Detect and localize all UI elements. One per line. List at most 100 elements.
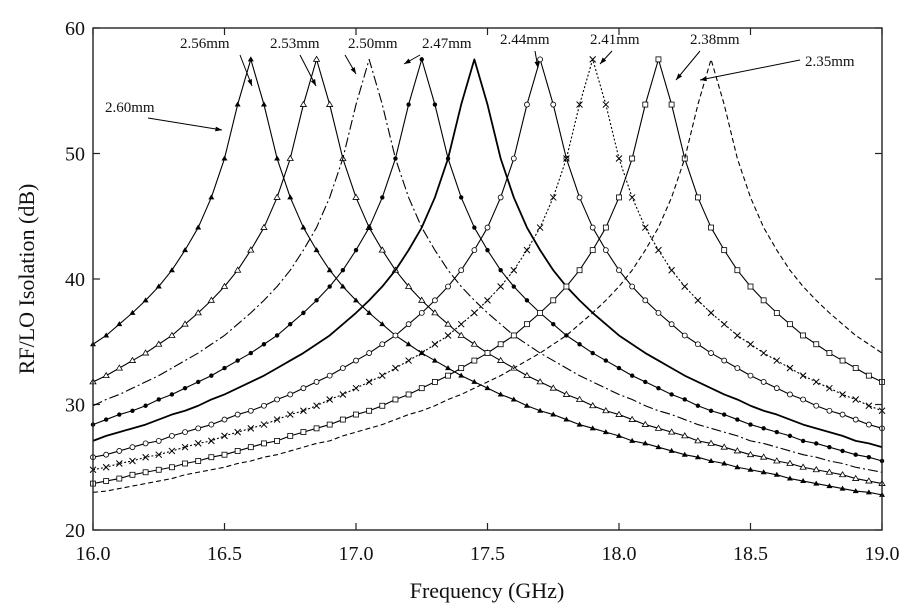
marker [630, 156, 635, 161]
marker [617, 268, 622, 273]
series-label: 2.47mm [422, 36, 472, 52]
marker [538, 310, 543, 315]
marker [617, 195, 622, 200]
marker [840, 358, 845, 363]
marker [591, 351, 595, 355]
marker [512, 284, 516, 288]
marker [498, 268, 502, 272]
marker [156, 438, 161, 443]
series-label: 2.38mm [690, 32, 740, 48]
marker [354, 248, 358, 252]
marker [603, 225, 608, 230]
marker [459, 195, 463, 199]
marker [827, 408, 832, 413]
marker [432, 298, 437, 303]
marker [551, 298, 556, 303]
marker [748, 373, 753, 378]
marker [682, 333, 687, 338]
marker [775, 430, 779, 434]
marker [577, 342, 581, 346]
marker [511, 156, 516, 161]
marker [380, 195, 384, 199]
marker [354, 358, 359, 363]
marker [419, 310, 424, 315]
marker [801, 439, 805, 443]
marker [498, 195, 503, 200]
marker [748, 422, 752, 426]
marker [538, 57, 543, 62]
marker [196, 458, 201, 463]
marker [525, 298, 529, 302]
marker [130, 445, 135, 450]
marker [801, 333, 806, 338]
marker [787, 392, 792, 397]
y-tick-label: 30 [65, 395, 85, 417]
marker [617, 366, 621, 370]
marker [157, 397, 161, 401]
marker [117, 476, 122, 481]
marker [380, 403, 385, 408]
x-tick-label: 19.0 [865, 543, 900, 565]
marker [551, 102, 556, 107]
marker [261, 403, 266, 408]
marker [748, 284, 753, 289]
series-label: 2.41mm [590, 32, 640, 48]
marker [288, 433, 293, 438]
marker [669, 102, 674, 107]
marker [604, 358, 608, 362]
marker [288, 322, 292, 326]
marker [393, 333, 398, 338]
marker [551, 322, 555, 326]
marker [301, 430, 306, 435]
marker [485, 351, 490, 356]
marker [209, 373, 213, 377]
x-tick-label: 16.0 [76, 543, 111, 565]
marker [446, 373, 451, 378]
y-axis-title: RF/LO Isolation (dB) [14, 184, 39, 375]
series-label: 2.53mm [270, 36, 320, 52]
marker [248, 408, 253, 413]
marker [222, 417, 227, 422]
marker [419, 386, 424, 391]
marker [235, 448, 240, 453]
marker [196, 426, 201, 431]
marker [314, 426, 319, 431]
marker [104, 452, 109, 457]
marker [209, 455, 214, 460]
marker [156, 467, 161, 472]
marker [590, 248, 595, 253]
marker [288, 392, 293, 397]
marker [524, 102, 529, 107]
marker [446, 284, 451, 289]
marker [695, 342, 700, 347]
marker [235, 412, 240, 417]
marker [314, 379, 319, 384]
marker [275, 438, 280, 443]
marker [235, 358, 239, 362]
marker [261, 441, 266, 446]
marker [564, 284, 569, 289]
marker [406, 102, 410, 106]
series-label: 2.44mm [500, 32, 550, 48]
marker [393, 397, 398, 402]
marker [104, 417, 108, 421]
marker [722, 358, 727, 363]
marker [524, 322, 529, 327]
marker [472, 248, 477, 253]
marker [683, 397, 687, 401]
marker [774, 310, 779, 315]
marker [143, 404, 147, 408]
marker [801, 397, 806, 402]
marker [695, 195, 700, 200]
marker [340, 366, 345, 371]
marker [709, 225, 714, 230]
marker [117, 412, 121, 416]
marker [170, 392, 174, 396]
marker [406, 322, 411, 327]
marker [130, 409, 134, 413]
marker [643, 298, 648, 303]
x-tick-label: 18.5 [733, 543, 768, 565]
marker [354, 412, 359, 417]
marker [709, 351, 714, 356]
marker [459, 268, 464, 273]
